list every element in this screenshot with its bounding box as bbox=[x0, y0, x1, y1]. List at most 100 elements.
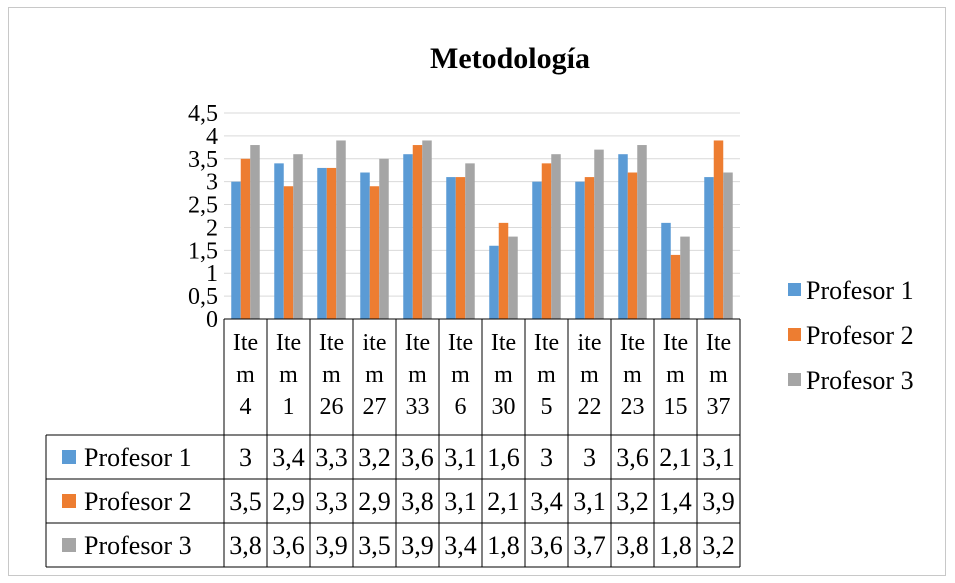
bar bbox=[412, 145, 423, 319]
bar bbox=[240, 158, 251, 319]
bar bbox=[403, 154, 413, 319]
legend-swatch bbox=[788, 373, 801, 386]
bar bbox=[379, 158, 389, 319]
bar bbox=[713, 140, 724, 319]
table-value: 3,2 bbox=[358, 443, 391, 472]
x-tick-label: Ite bbox=[491, 330, 516, 356]
table-value: 3,3 bbox=[315, 487, 348, 516]
bar bbox=[723, 172, 733, 319]
x-tick-label: ite bbox=[363, 330, 387, 356]
bar bbox=[541, 163, 552, 319]
table-value: 3,6 bbox=[272, 531, 305, 560]
table-value: 3,5 bbox=[229, 487, 262, 516]
table-value: 3,8 bbox=[229, 531, 262, 560]
chart-frame bbox=[8, 7, 946, 576]
x-tick-label: Ite bbox=[620, 330, 645, 356]
table-value: 3,1 bbox=[573, 487, 606, 516]
table-series-label: Profesor 3 bbox=[84, 531, 192, 560]
table-value: 3 bbox=[239, 443, 252, 472]
y-tick-label: 3,5 bbox=[188, 147, 218, 173]
y-axis: 00,511,522,533,544,5 bbox=[188, 101, 218, 333]
table-value: 3,1 bbox=[444, 443, 477, 472]
bar bbox=[637, 145, 647, 319]
x-tick-label: 5 bbox=[541, 394, 553, 420]
bar bbox=[584, 177, 595, 319]
x-tick-label: Ite bbox=[534, 330, 559, 356]
table-value: 3,1 bbox=[702, 443, 735, 472]
x-tick-label: m bbox=[322, 362, 341, 388]
table-value: 2,9 bbox=[272, 487, 305, 516]
y-tick-label: 2 bbox=[206, 215, 218, 241]
x-tick-label: m bbox=[580, 362, 599, 388]
table-series-swatch bbox=[62, 494, 76, 508]
x-tick-label: m bbox=[365, 362, 384, 388]
table-value: 3,4 bbox=[272, 443, 305, 472]
x-tick-label: Ite bbox=[448, 330, 473, 356]
y-tick-label: 2,5 bbox=[188, 193, 218, 219]
x-tick-label: Ite bbox=[706, 330, 731, 356]
table-value: 1,8 bbox=[659, 531, 692, 560]
bar bbox=[508, 236, 518, 319]
y-tick-label: 0,5 bbox=[188, 284, 218, 310]
y-tick-label: 1 bbox=[206, 261, 218, 287]
bar bbox=[293, 154, 303, 319]
table-value: 2,1 bbox=[487, 487, 520, 516]
bar bbox=[231, 181, 241, 319]
x-tick-label: m bbox=[666, 362, 685, 388]
bar bbox=[575, 181, 585, 319]
bar bbox=[465, 163, 475, 319]
x-tick-label: Ite bbox=[276, 330, 301, 356]
bar bbox=[326, 167, 337, 319]
x-tick-label: m bbox=[408, 362, 427, 388]
table-series-swatch bbox=[62, 450, 76, 464]
x-tick-label: 33 bbox=[406, 394, 430, 420]
x-tick-label: 15 bbox=[664, 394, 688, 420]
data-table: Item4Item1Item26item27Item33Item6Item30I… bbox=[45, 318, 741, 568]
x-tick-label: 30 bbox=[492, 394, 516, 420]
y-tick-label: 3 bbox=[206, 170, 218, 196]
legend: Profesor 1 Profesor 2 Profesor 3 bbox=[788, 276, 914, 395]
bar bbox=[336, 140, 346, 319]
x-tick-label: m bbox=[537, 362, 556, 388]
x-tick-label: m bbox=[236, 362, 255, 388]
table-value: 3,6 bbox=[401, 443, 434, 472]
x-tick-label: m bbox=[451, 362, 470, 388]
x-tick-label: ite bbox=[578, 330, 602, 356]
legend-label: Profesor 3 bbox=[806, 366, 914, 395]
table-value: 2,9 bbox=[358, 487, 391, 516]
bar bbox=[627, 172, 638, 319]
table-value: 3,9 bbox=[315, 531, 348, 560]
bar bbox=[618, 154, 628, 319]
legend-label: Profesor 1 bbox=[806, 276, 914, 305]
table-value: 3,6 bbox=[530, 531, 563, 560]
table-value: 3,2 bbox=[616, 487, 649, 516]
table-value: 3,2 bbox=[702, 531, 735, 560]
y-tick-label: 1,5 bbox=[188, 238, 218, 264]
x-tick-label: Ite bbox=[233, 330, 258, 356]
x-tick-label: Ite bbox=[405, 330, 430, 356]
legend-label: Profesor 2 bbox=[806, 321, 914, 350]
bar bbox=[670, 254, 681, 319]
legend-swatch bbox=[788, 283, 801, 296]
table-value: 1,8 bbox=[487, 531, 520, 560]
bar bbox=[551, 154, 561, 319]
table-value: 3,4 bbox=[530, 487, 563, 516]
table-series-label: Profesor 2 bbox=[84, 487, 192, 516]
table-value: 3,6 bbox=[616, 443, 649, 472]
bar bbox=[704, 177, 714, 319]
bar bbox=[360, 172, 370, 319]
table-value: 3 bbox=[583, 443, 596, 472]
bar bbox=[594, 149, 604, 319]
table-value: 3,5 bbox=[358, 531, 391, 560]
table-series-label: Profesor 1 bbox=[84, 443, 192, 472]
bar bbox=[498, 222, 509, 319]
x-tick-label: 26 bbox=[320, 394, 344, 420]
legend-swatch bbox=[788, 328, 801, 341]
bar bbox=[489, 245, 499, 319]
bar bbox=[661, 222, 671, 319]
y-tick-label: 0 bbox=[206, 307, 218, 333]
x-tick-label: 37 bbox=[707, 394, 731, 420]
table-value: 3,7 bbox=[573, 531, 606, 560]
table-value: 3,9 bbox=[702, 487, 735, 516]
